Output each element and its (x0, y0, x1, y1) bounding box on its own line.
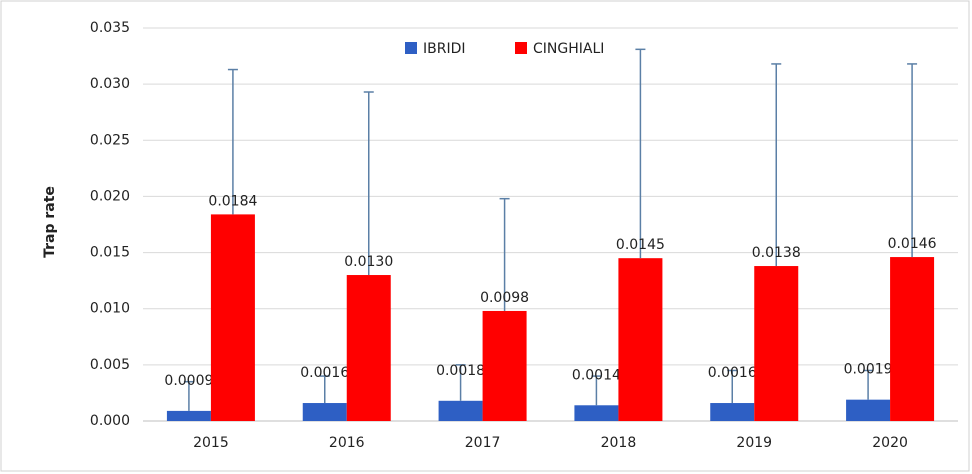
bar (754, 266, 799, 421)
data-label: 0.0130 (344, 254, 393, 270)
bar (846, 399, 891, 421)
data-label: 0.0145 (616, 237, 665, 253)
y-tick-label: 0.015 (90, 245, 130, 261)
legend-swatch (515, 42, 527, 54)
bar (166, 410, 211, 421)
bar (210, 214, 255, 421)
y-tick-label: 0.000 (90, 413, 130, 429)
bar (302, 403, 347, 421)
x-tick-label: 2015 (193, 435, 229, 451)
legend-label: IBRIDI (423, 41, 466, 57)
y-tick-label: 0.030 (90, 76, 130, 92)
data-label: 0.0016 (300, 365, 349, 381)
legend-label: CINGHIALI (533, 41, 604, 57)
data-label: 0.0138 (752, 245, 801, 261)
bar (618, 258, 663, 421)
data-label: 0.0009 (164, 373, 213, 389)
legend-swatch (405, 42, 417, 54)
y-axis-title: Trap rate (42, 186, 58, 258)
data-label: 0.0184 (208, 193, 257, 209)
x-tick-label: 2019 (736, 435, 772, 451)
bar (482, 310, 527, 421)
y-tick-label: 0.035 (90, 20, 130, 36)
data-label: 0.0019 (844, 362, 893, 378)
y-tick-label: 0.010 (90, 301, 130, 317)
bar (890, 257, 935, 421)
x-tick-label: 2020 (872, 435, 908, 451)
bar (574, 405, 619, 421)
bar (710, 403, 755, 421)
bar (346, 275, 391, 421)
bar (438, 400, 483, 421)
y-tick-label: 0.025 (90, 132, 130, 148)
x-tick-label: 2018 (601, 435, 637, 451)
x-tick-label: 2017 (465, 435, 501, 451)
y-tick-label: 0.005 (90, 357, 130, 373)
x-tick-label: 2016 (329, 435, 365, 451)
data-label: 0.0014 (572, 367, 621, 383)
data-label: 0.0146 (888, 236, 937, 252)
data-label: 0.0018 (436, 363, 485, 379)
y-tick-label: 0.020 (90, 188, 130, 204)
data-label: 0.0098 (480, 290, 529, 306)
data-label: 0.0016 (708, 365, 757, 381)
